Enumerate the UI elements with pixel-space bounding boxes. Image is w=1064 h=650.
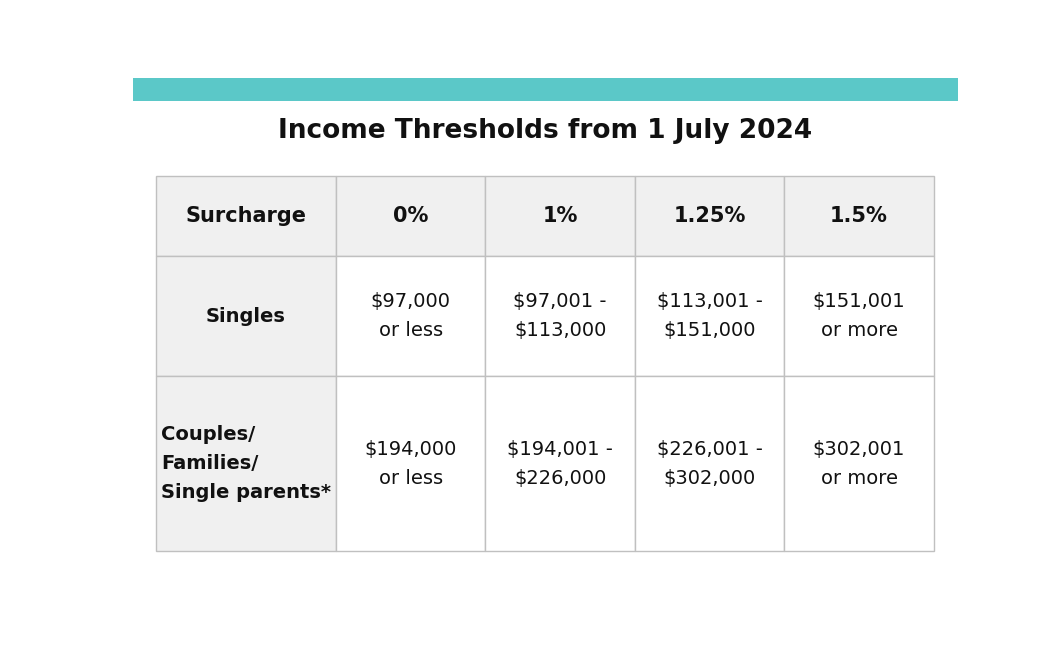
Bar [485,256,635,376]
Text: $226,001 -
$302,000: $226,001 - $302,000 [656,440,763,488]
Bar [635,376,784,551]
Bar [635,176,784,256]
Bar [784,376,934,551]
Text: Surcharge: Surcharge [185,206,306,226]
Text: Singles: Singles [206,307,286,326]
Bar [336,376,485,551]
Text: Couples/
Families/
Single parents*: Couples/ Families/ Single parents* [161,426,331,502]
Text: $194,000
or less: $194,000 or less [365,440,456,488]
Text: $97,000
or less: $97,000 or less [370,292,451,340]
Bar [635,256,784,376]
Text: 1.5%: 1.5% [830,206,888,226]
Bar [156,376,336,551]
Bar [485,176,635,256]
Bar [156,176,336,256]
Text: $151,001
or more: $151,001 or more [813,292,905,340]
Text: 1.25%: 1.25% [674,206,746,226]
Bar [784,176,934,256]
Bar [156,256,336,376]
Text: $113,001 -
$151,000: $113,001 - $151,000 [656,292,763,340]
Text: Income Thresholds from 1 July 2024: Income Thresholds from 1 July 2024 [279,118,812,144]
Bar [336,256,485,376]
Bar [784,256,934,376]
Text: 0%: 0% [393,206,429,226]
Bar [485,376,635,551]
Text: 1%: 1% [543,206,578,226]
Text: $194,001 -
$226,000: $194,001 - $226,000 [508,440,613,488]
Text: $97,001 -
$113,000: $97,001 - $113,000 [513,292,606,340]
Text: $302,001
or more: $302,001 or more [813,440,905,488]
Bar [133,78,958,101]
Bar [336,176,485,256]
